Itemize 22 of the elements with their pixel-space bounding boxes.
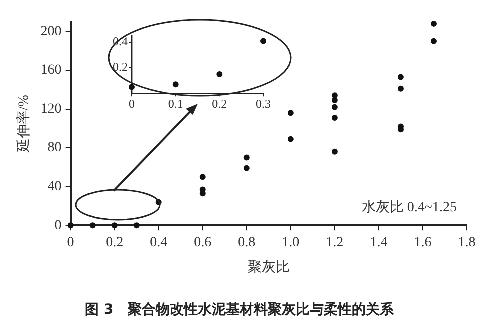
annotation: 水灰比 0.4~1.25 <box>362 200 457 216</box>
text: 图 3 聚合物改性水泥基材料聚灰比与柔性的关系 <box>85 301 395 318</box>
x-tick-label: 0 <box>67 236 74 251</box>
x-tick-label: 1.8 <box>458 236 476 251</box>
y-axis-title: 延伸率/% <box>16 94 32 154</box>
x-tick-label: 0.8 <box>238 236 256 251</box>
x-tick-label: 0.1 <box>168 96 184 111</box>
y-tick-label: 0 <box>54 218 62 234</box>
x-tick-label: 0.6 <box>194 236 212 251</box>
y-tick-label: 120 <box>40 102 62 117</box>
x-axis-title: 聚灰比 <box>248 259 290 276</box>
y-tick-label: 160 <box>40 63 62 78</box>
x-tick-label: 0.4 <box>150 236 168 251</box>
x-tick-label: 1.6 <box>414 236 432 251</box>
y-tick-label: 80 <box>48 140 62 156</box>
x-tick-label: 0.3 <box>256 96 271 111</box>
x-tick-label: 1.0 <box>282 236 300 251</box>
y-tick-label: 200 <box>40 24 62 40</box>
x-tick-label: 1.4 <box>370 236 388 251</box>
y-tick-label: 40 <box>48 179 62 194</box>
x-tick-label: 1.2 <box>326 236 344 251</box>
x-tick-label: 0.2 <box>212 96 228 111</box>
